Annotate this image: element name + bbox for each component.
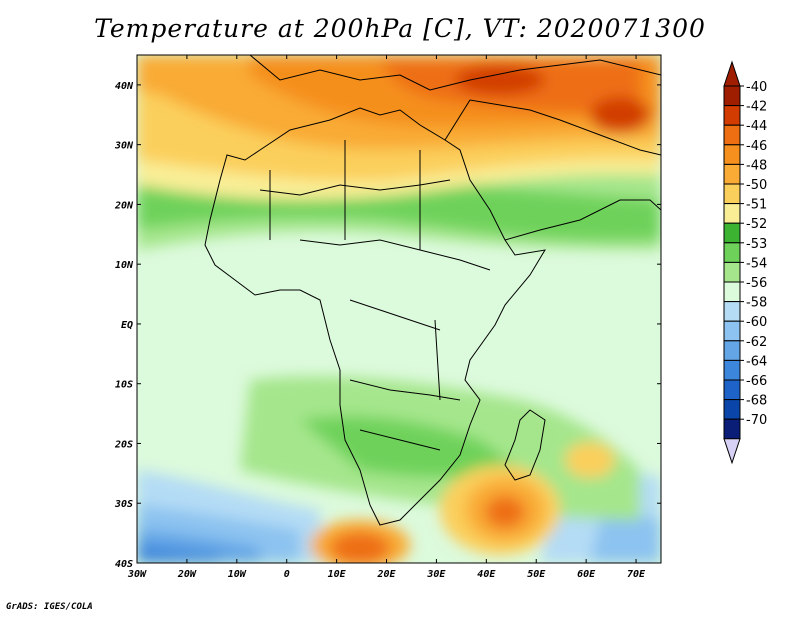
lat-tick-label: 10N	[115, 260, 134, 271]
lon-tick-label: 40E	[477, 569, 496, 580]
lat-tick-label: EQ	[121, 320, 133, 331]
lat-tick-label: 20N	[114, 200, 134, 211]
colorbar-swatch	[723, 203, 741, 224]
lon-tick-label: 0	[284, 569, 290, 580]
plot-frame	[136, 54, 662, 564]
colorbar-label: -54	[746, 256, 767, 271]
colorbar-label: -50	[746, 178, 767, 193]
colorbar: -40 -42 -44 -46 -48 -50 -51 -52 -53 -54 -56 -58 -60 -…	[723, 60, 767, 465]
colorbar-label: -52	[746, 217, 767, 232]
colorbar-bottom-arrow	[723, 438, 741, 465]
colorbar-label: -40	[746, 80, 767, 95]
colorbar-top-arrow	[723, 60, 741, 87]
colorbar-swatch	[723, 379, 741, 401]
colorbar-swatch	[723, 261, 741, 283]
colorbar-label: -44	[746, 119, 767, 134]
lat-tick-label: 20S	[114, 439, 133, 450]
colorbar-label: -56	[746, 276, 767, 291]
colorbar-swatch	[723, 183, 741, 205]
lon-tick-label: 10W	[228, 569, 247, 580]
latitude-axis: 40N 30N 20N 10N EQ 10S 20S 30S 40S	[114, 81, 661, 570]
colorbar-label: -53	[746, 237, 767, 252]
credit-label: GrADS: IGES/COLA	[6, 602, 93, 612]
colorbar-label: -51	[746, 198, 767, 213]
lon-tick-label: 70E	[627, 569, 646, 580]
colorbar-swatch	[723, 340, 741, 361]
colorbar-swatch	[723, 163, 741, 185]
lat-tick-label: 30S	[114, 499, 133, 510]
colorbar-swatch	[723, 85, 741, 107]
colorbar-label: -48	[746, 158, 767, 173]
lon-tick-label: 60E	[577, 569, 596, 580]
lon-tick-label: 20E	[376, 569, 396, 580]
lon-tick-label: 30E	[426, 569, 446, 580]
colorbar-label: -62	[746, 335, 767, 350]
lon-tick-label: 30W	[127, 569, 147, 580]
colorbar-swatch	[723, 124, 741, 146]
colorbar-label: -68	[746, 394, 767, 409]
colorbar-label: -70	[746, 413, 767, 428]
colorbar-swatch	[723, 399, 741, 420]
lat-tick-label: 40S	[115, 559, 133, 570]
coastlines	[204, 55, 661, 526]
lat-tick-label: 40N	[115, 81, 134, 92]
colorbar-swatch	[723, 359, 741, 381]
colorbar-swatch	[723, 418, 741, 440]
colorbar-swatch	[723, 301, 741, 322]
colorbar-swatch	[723, 320, 741, 342]
lat-tick-label: 10S	[115, 380, 133, 391]
temperature-field	[137, 55, 661, 563]
colorbar-label: -46	[746, 139, 767, 154]
colorbar-label: -60	[746, 315, 767, 330]
colorbar-label: -64	[746, 354, 767, 369]
lon-tick-label: 50E	[527, 569, 546, 580]
longitude-axis: 30W 20W 10W 0 10E 20E 30E 40E 50E 60E 70E	[127, 55, 646, 580]
colorbar-swatch	[723, 144, 741, 165]
lat-tick-label: 30N	[114, 141, 134, 152]
lon-tick-label: 20W	[177, 569, 197, 580]
colorbar-label: -42	[746, 100, 767, 115]
colorbar-swatch	[723, 242, 741, 263]
map-title: Temperature at 200hPa [C], VT: 202007130…	[94, 14, 706, 43]
colorbar-swatch	[723, 222, 741, 244]
colorbar-label: -58	[746, 296, 767, 311]
colorbar-swatch	[723, 281, 741, 303]
lon-tick-label: 10E	[328, 569, 347, 580]
colorbar-swatch	[723, 105, 741, 126]
colorbar-label: -66	[746, 374, 767, 389]
